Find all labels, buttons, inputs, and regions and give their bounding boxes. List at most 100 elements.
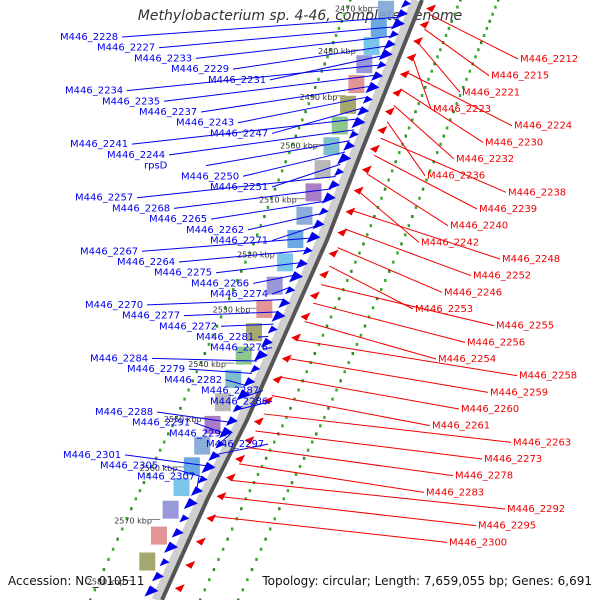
left-gene-leader [235,400,273,411]
track-dots-inner [207,342,211,346]
track-dots-outer [273,517,277,521]
accession-label: Accession: NC_010511 [8,574,145,588]
right-gene-label: M446_2253 [415,304,473,315]
track-dots-inner [284,160,287,164]
track-dots-inner [219,315,223,319]
track-dots-middle [293,397,296,401]
left-gene-leader [146,299,285,306]
left-gene-leader [195,35,392,59]
track-dots-outer [282,497,286,501]
minus-strand-gene [263,396,274,405]
track-dots-inner [107,557,110,561]
track-dots-outer [355,342,359,346]
track-dots-inner [175,415,178,419]
track-dots-inner [195,370,198,374]
track-dots-middle [281,424,284,428]
right-gene-label: M446_2236 [427,171,485,182]
track-dots-outer [339,379,342,383]
right-gene-label: M446_2258 [519,371,577,382]
track-dots-middle [203,588,207,592]
track-dots-outer [485,26,489,30]
minus-strand-gene [426,4,437,13]
track-dots-middle [417,102,421,106]
track-dots-inner [326,55,329,59]
track-dots-outer [411,215,414,219]
left-gene-leader [151,357,258,362]
left-gene-label: M446_2264 [117,257,175,268]
track-dots-inner [314,85,317,89]
right-gene-label: M446_2212 [520,54,578,65]
kbp-tick-label: 2490 kbp [300,93,338,102]
left-gene-label: M446_2277 [122,311,180,322]
plus-strand-gene [306,231,321,243]
track-dots-middle [439,48,442,52]
plus-strand-gene [179,514,190,523]
left-gene-label: M446_2276 [210,343,268,354]
track-dots-inner [227,297,231,301]
plus-strand-gene [371,71,384,81]
minus-strand-gene [216,492,227,501]
plus-strand-gene [243,377,256,387]
left-gene-label: M446_2272 [159,321,217,332]
left-gene-label: M446_2301 [63,450,121,461]
left-gene-leader [124,454,209,467]
left-gene-leader [196,476,200,488]
plus-strand-gene [401,0,412,8]
minus-strand-gene [300,312,311,321]
plus-strand-gene [144,585,159,597]
track-dots-middle [305,370,308,374]
plus-strand-gene [225,416,238,426]
track-dots-outer [315,432,318,436]
track-dots-middle [260,464,264,468]
track-dots-outer [323,415,326,419]
plus-strand-gene [327,180,340,190]
cog-block [139,552,156,571]
right-gene-label: M446_2300 [449,537,507,548]
track-dots-middle [407,126,411,130]
right-gene-label: M446_2292 [507,504,565,515]
left-gene-leader [257,335,269,338]
plus-strand-gene [357,106,370,116]
track-dots-inner [252,242,255,246]
track-dots-middle [289,406,292,410]
plus-strand-gene [183,497,198,510]
track-dots-middle [433,62,436,66]
minus-strand-gene [272,375,283,384]
right-gene-label: M446_2224 [514,121,572,132]
track-dots-inner [211,333,215,337]
track-dots-inner [89,598,92,600]
track-dots-outer [439,142,442,146]
cog-block [314,160,331,179]
right-gene-label: M446_2254 [438,354,496,365]
left-gene-label: M446_2294 [169,428,227,439]
left-gene-leader [193,422,225,434]
left-gene-label: M446_2265 [149,214,207,225]
track-dots-outer [400,242,403,246]
left-gene-label: M446_2234 [65,86,123,97]
backbone-shadow [151,0,421,600]
right-gene-leader [429,14,519,60]
track-dots-middle [321,333,325,337]
minus-strand-gene [392,88,403,97]
right-gene-leader [329,265,414,310]
track-dots-middle [414,110,417,114]
right-gene-label: M446_2255 [496,321,554,332]
track-dots-outer [494,5,497,9]
track-dots-outer [407,224,411,228]
right-gene-label: M446_2221 [462,87,520,98]
track-dots-inner [146,472,150,476]
kbp-tick-label: 2500 kbp [280,142,318,151]
track-dots-outer [259,547,263,551]
left-gene-label: M446_2282 [164,375,222,386]
right-gene-label: M446_2232 [456,154,514,165]
track-dots-middle [325,324,329,328]
track-dots-middle [358,251,361,255]
left-gene-leader [168,129,355,156]
right-gene-leader [255,430,483,460]
track-dots-outer [432,160,435,164]
track-dots-outer [241,588,245,592]
left-gene-leader [163,74,376,102]
left-gene-leader [158,26,396,49]
